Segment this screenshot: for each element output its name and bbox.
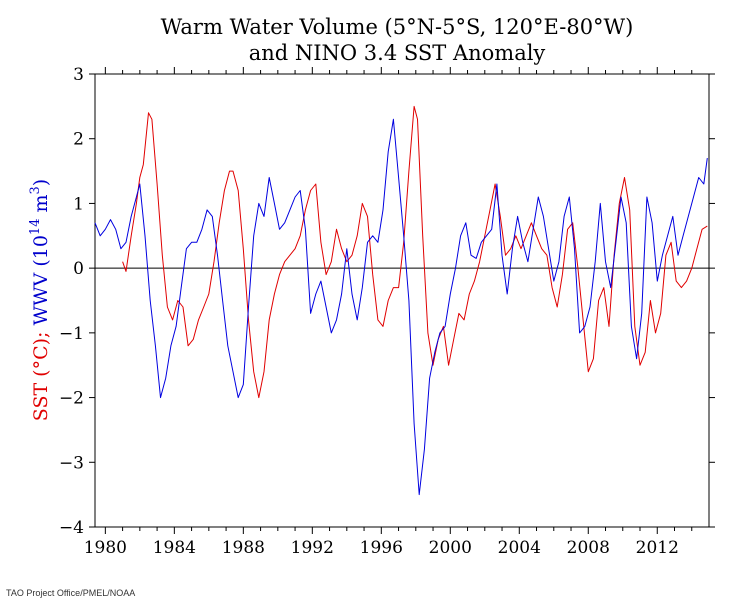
- y-axis-label-m: m: [30, 194, 52, 218]
- y-axis-label-close: ): [30, 179, 52, 186]
- x-tick-label: 1980: [84, 538, 127, 558]
- x-tick-label: 1984: [153, 538, 196, 558]
- x-tick-label: 1996: [360, 538, 403, 558]
- plot-frame: [94, 73, 710, 528]
- series-layer: [94, 105, 709, 496]
- series-line-sst: [122, 105, 708, 399]
- x-tick-label: 2000: [429, 538, 472, 558]
- x-tick-label: 1988: [222, 538, 265, 558]
- x-tick-label: 2008: [567, 538, 610, 558]
- chart-subtitle: and NINO 3.4 SST Anomaly: [249, 41, 546, 65]
- y-tick-label: 0: [73, 259, 84, 279]
- footer-credit: TAO Project Office/PMEL/NOAA: [6, 588, 136, 598]
- y-tick-label: 3: [73, 65, 84, 85]
- plot-area: [94, 73, 710, 528]
- x-tick-label: 2012: [636, 538, 679, 558]
- y-tick-label: −4: [59, 518, 84, 538]
- y-tick-label: −2: [59, 389, 84, 409]
- y-tick-label: 1: [73, 194, 84, 214]
- y-axis-label-exp14: 14: [28, 219, 43, 236]
- x-tick-label: 2004: [498, 538, 541, 558]
- series-line-wwv: [94, 118, 708, 496]
- chart-title: Warm Water Volume (5°N-5°S, 120°E-80°W): [161, 15, 634, 39]
- y-tick-label: −1: [59, 324, 84, 344]
- y-axis-label-sst: SST (°C);: [30, 332, 52, 422]
- y-axis-label-wwv: WWV (10: [30, 235, 52, 325]
- y-tick-label: 2: [73, 130, 84, 150]
- y-axis-label-exp3: 3: [28, 186, 43, 194]
- y-axis-label: SST (°C); WWV (1014 m3): [28, 179, 52, 421]
- x-tick-label: 1992: [291, 538, 334, 558]
- y-tick-label: −3: [59, 453, 84, 473]
